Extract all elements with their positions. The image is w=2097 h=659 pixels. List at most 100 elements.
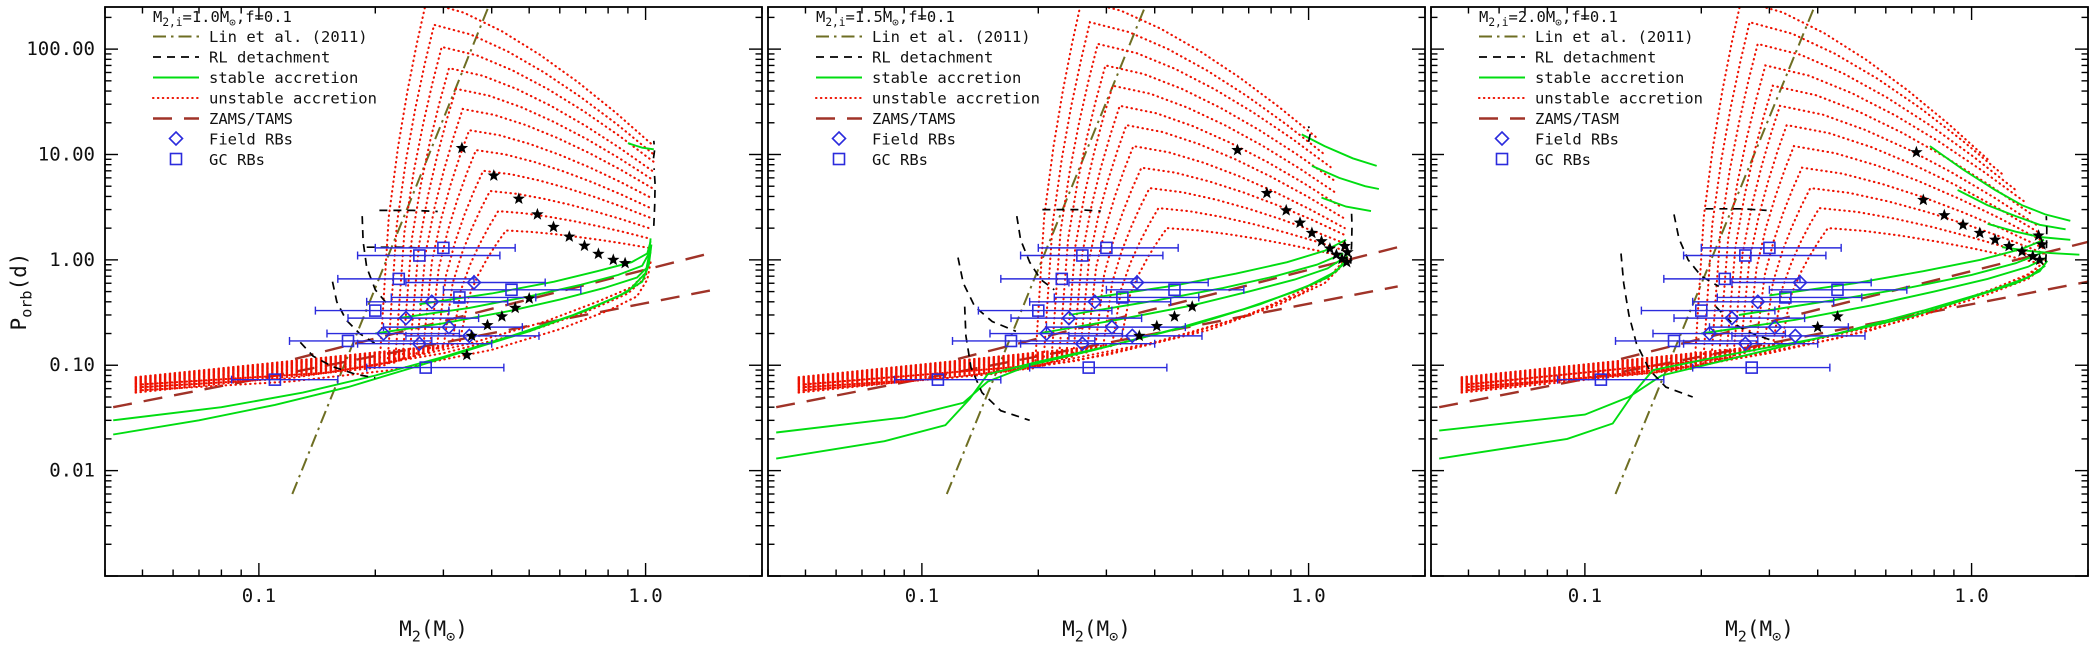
field-rb-marker <box>411 336 427 352</box>
evolution-star-marker <box>547 220 560 233</box>
legend-item-zams: ZAMS/TAMS <box>153 110 293 128</box>
y-tick-label: 1.00 <box>49 249 95 271</box>
legend-item-lin: Lin et al. (2011) <box>1479 28 1694 46</box>
unstable-accretion-track <box>797 123 1345 385</box>
legend-label: RL detachment <box>1535 49 1656 67</box>
evolution-star-marker <box>1988 233 2002 246</box>
x-tick-label: 1.0 <box>628 585 662 607</box>
x-tick-label: 1.0 <box>1954 585 1988 607</box>
stable-accretion-track <box>1987 222 2071 241</box>
unstable-accretion-track <box>134 87 654 388</box>
rl-detachment-segment <box>957 257 1017 333</box>
field-rb-marker <box>1701 325 1718 342</box>
evolution-star-marker <box>512 192 525 204</box>
field-rb-marker <box>1129 274 1145 291</box>
evolution-star-marker <box>1917 193 1930 206</box>
evolution-star-marker <box>1133 329 1146 342</box>
legend-label: unstable accretion <box>872 90 1040 108</box>
unstable-accretion-track <box>134 229 650 379</box>
x-axis-label: M2(M⊙) <box>1062 617 1131 645</box>
evolution-star-marker <box>1910 145 1923 158</box>
x-tick-label: 0.1 <box>242 585 276 607</box>
field-rb-marker <box>1074 336 1090 352</box>
unstable-accretion-track <box>1460 64 2027 389</box>
evolution-star-marker <box>495 310 509 322</box>
evolution-star-marker <box>2002 239 2016 252</box>
lin-et-al-line <box>945 7 1147 495</box>
legend-label: ZAMS/TAMS <box>209 110 293 128</box>
unstable-accretion-track <box>141 261 652 392</box>
x-axis-label: M2(M⊙) <box>1725 617 1794 645</box>
field-rb-marker <box>375 325 392 342</box>
evolution-star-marker <box>531 207 544 220</box>
stable-accretion-track <box>1439 264 2046 432</box>
evolution-star-marker <box>1323 242 1336 254</box>
legend-item-lin: Lin et al. (2011) <box>153 28 368 46</box>
tams-line <box>1620 240 2088 361</box>
stable-accretion-track <box>1311 165 1380 190</box>
gc-rb-marker <box>413 249 426 262</box>
evolution-star-marker <box>578 239 591 252</box>
stable-accretion-track <box>1439 260 2049 460</box>
evolution-star-marker <box>607 253 620 266</box>
panel-title: M2,i=1.5M⊙,f=0.1 <box>816 8 955 29</box>
evolution-star-marker <box>1231 143 1244 156</box>
rl-detachment-segment <box>1349 208 1353 264</box>
gc-rb-marker <box>453 291 466 304</box>
unstable-accretion-track <box>134 129 652 385</box>
rl-detachment-segment <box>2044 216 2048 263</box>
legend-label: GC RBs <box>1535 151 1591 169</box>
legend-item-stable: stable accretion <box>1479 69 1684 87</box>
legend-item-gc: GC RBs <box>1495 151 1591 169</box>
stable-accretion-track <box>1701 256 2047 335</box>
stable-accretion-track <box>1301 133 1377 167</box>
gc-rb-marker <box>1739 249 1752 262</box>
axis-ticks <box>1430 7 2089 577</box>
gc-rb-marker <box>1831 283 1844 297</box>
evolution-star-marker <box>1315 234 1328 247</box>
unstable-accretion-track <box>134 169 652 382</box>
rl-detachment-segment <box>331 281 376 345</box>
y-tick-label: 100.00 <box>26 38 95 60</box>
evolution-star-marker <box>1293 216 1307 228</box>
legend-label: RL detachment <box>872 49 993 67</box>
unstable-accretion-track <box>1460 227 2047 379</box>
y-tick-label: 10.00 <box>38 143 95 165</box>
evolution-star-marker <box>509 301 522 314</box>
field-rb-marker <box>1087 294 1103 310</box>
gc-rb-marker <box>1694 304 1708 317</box>
y-axis-label: Porb(d) <box>7 253 35 331</box>
legend-label: stable accretion <box>872 69 1021 87</box>
unstable-accretion-track <box>134 66 654 389</box>
evolution-star-marker <box>460 348 473 361</box>
gc-rb-marker <box>419 361 432 374</box>
rl-detachment-segment <box>1015 215 1055 291</box>
gc-rb-legend-marker <box>832 152 846 166</box>
gc-rb-marker <box>1718 272 1732 286</box>
evolution-star-marker <box>2015 245 2029 257</box>
evolution-star-marker <box>1338 239 1351 252</box>
rl-detachment-segment <box>361 216 389 305</box>
stable-accretion-track <box>1929 145 2071 222</box>
unstable-accretion-track <box>1460 104 2038 387</box>
unstable-accretion-track <box>797 144 1346 384</box>
legend-label: GC RBs <box>872 151 928 169</box>
evolution-star-marker <box>2035 238 2049 250</box>
plot-frame <box>767 6 1426 577</box>
rl-detachment-segment <box>299 341 376 379</box>
legend-item-stable: stable accretion <box>816 69 1021 87</box>
legend-item-lin: Lin et al. (2011) <box>816 28 1031 46</box>
stable-accretion-track <box>1957 189 2066 231</box>
gc-rb-marker <box>1779 291 1792 304</box>
gc-rb-marker <box>437 241 450 255</box>
field-rb-legend-marker <box>168 130 184 147</box>
stable-accretion-track <box>1068 252 1344 316</box>
gc-rb-marker <box>268 373 282 386</box>
rl-detachment-segment <box>1673 214 1720 288</box>
lin-et-al-line <box>291 7 490 495</box>
evolution-star-marker <box>2033 253 2046 266</box>
unstable-accretion-track <box>797 186 1349 381</box>
panel-1-series <box>112 7 714 495</box>
axis-ticks <box>767 7 1426 577</box>
unstable-accretion-track <box>797 20 1326 393</box>
